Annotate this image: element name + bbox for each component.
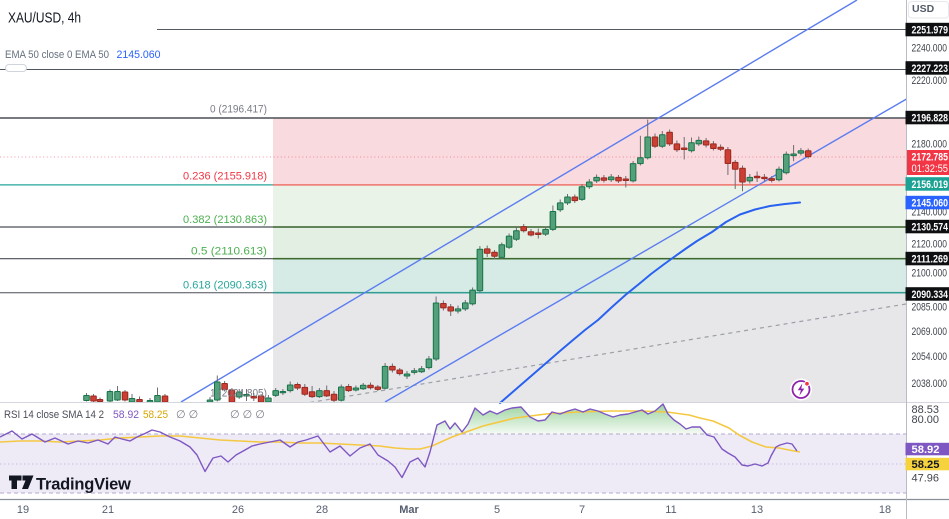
svg-text:2180.000: 2180.000 bbox=[912, 139, 948, 151]
svg-text:2240.000: 2240.000 bbox=[912, 43, 948, 55]
svg-text:2038.000: 2038.000 bbox=[912, 378, 948, 390]
svg-text:EMA 50 close 0 EMA 50: EMA 50 close 0 EMA 50 bbox=[5, 49, 109, 61]
svg-text:∅ ∅ ∅: ∅ ∅ ∅ bbox=[230, 409, 265, 421]
svg-text:58.92: 58.92 bbox=[912, 444, 940, 456]
svg-text:2069.000: 2069.000 bbox=[912, 326, 948, 338]
svg-text:0.618 (2090.363): 0.618 (2090.363) bbox=[183, 280, 267, 292]
svg-text:18: 18 bbox=[879, 504, 891, 516]
svg-text:0.236 (2155.918): 0.236 (2155.918) bbox=[183, 171, 267, 183]
svg-text:01:32:55: 01:32:55 bbox=[912, 163, 949, 175]
svg-text:0 (2196.417): 0 (2196.417) bbox=[210, 104, 267, 116]
svg-text:XAU/USD, 4h: XAU/USD, 4h bbox=[8, 11, 81, 27]
svg-text:2120.000: 2120.000 bbox=[912, 239, 948, 251]
svg-text:26: 26 bbox=[232, 504, 244, 516]
svg-text:TradingView: TradingView bbox=[36, 476, 131, 494]
svg-text:0.382 (2130.863): 0.382 (2130.863) bbox=[183, 214, 267, 226]
svg-text:2251.979: 2251.979 bbox=[912, 25, 949, 37]
svg-text:58.25: 58.25 bbox=[143, 409, 168, 421]
svg-text:RSI 14 close SMA 14 2: RSI 14 close SMA 14 2 bbox=[4, 409, 104, 421]
svg-text:2111.269: 2111.269 bbox=[912, 254, 949, 266]
svg-text:0.5 (2110.613): 0.5 (2110.613) bbox=[191, 246, 267, 258]
svg-text:13: 13 bbox=[751, 504, 763, 516]
svg-text:88.53: 88.53 bbox=[912, 404, 940, 416]
svg-text:21: 21 bbox=[102, 504, 114, 516]
svg-text:2090.334: 2090.334 bbox=[912, 289, 949, 301]
svg-text:2145.060: 2145.060 bbox=[912, 198, 949, 210]
svg-text:7: 7 bbox=[579, 504, 585, 516]
svg-text:2145.060: 2145.060 bbox=[117, 49, 161, 61]
svg-text:2220.000: 2220.000 bbox=[912, 75, 948, 87]
svg-text:∅ ∅: ∅ ∅ bbox=[176, 409, 198, 421]
svg-text:2085.000: 2085.000 bbox=[912, 302, 948, 314]
svg-text:58.92: 58.92 bbox=[113, 409, 139, 421]
svg-text:2196.828: 2196.828 bbox=[912, 113, 949, 125]
svg-text:2156.019: 2156.019 bbox=[912, 179, 949, 191]
svg-text:11: 11 bbox=[665, 504, 676, 516]
svg-text:19: 19 bbox=[17, 504, 29, 516]
svg-text:2227.223: 2227.223 bbox=[912, 63, 949, 75]
svg-text:1 (2024.805): 1 (2024.805) bbox=[210, 388, 267, 400]
svg-text:5: 5 bbox=[494, 504, 500, 516]
svg-text:2130.574: 2130.574 bbox=[912, 222, 949, 234]
svg-text:28: 28 bbox=[316, 504, 328, 516]
svg-text:2172.785: 2172.785 bbox=[912, 152, 949, 164]
svg-text:2140.000: 2140.000 bbox=[912, 207, 948, 219]
svg-text:80.00: 80.00 bbox=[912, 414, 940, 426]
svg-text:47.96: 47.96 bbox=[912, 473, 940, 485]
svg-text:Mar: Mar bbox=[399, 504, 419, 516]
svg-text:58.25: 58.25 bbox=[912, 459, 940, 471]
svg-text:USD: USD bbox=[912, 3, 935, 15]
svg-text:2054.000: 2054.000 bbox=[912, 351, 948, 363]
svg-text:2100.000: 2100.000 bbox=[912, 268, 948, 280]
